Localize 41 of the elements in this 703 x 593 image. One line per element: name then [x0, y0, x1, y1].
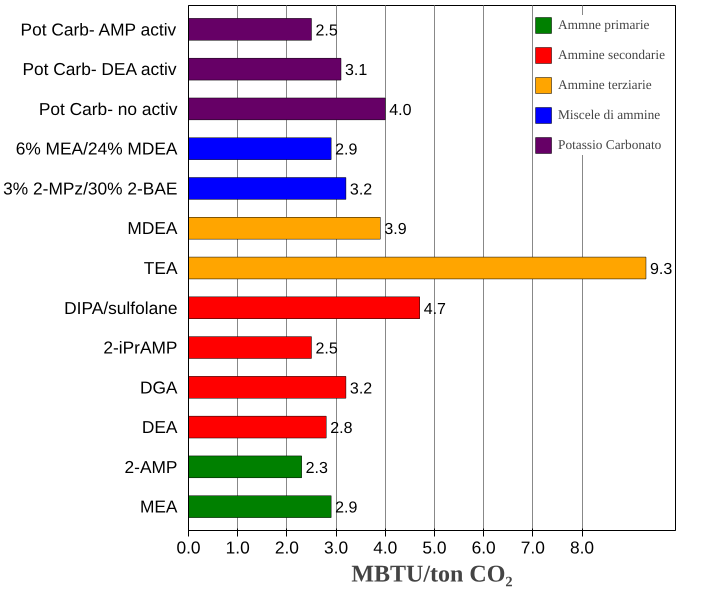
y-tick-label: Pot Carb- DEA activ [22, 59, 177, 80]
y-tick-label: TEA [144, 258, 178, 278]
text: 3.1 [344, 62, 368, 80]
text: 3.9 [384, 221, 407, 238]
y-tick-label: 2-AMP [124, 456, 178, 477]
text: 2.8 [330, 420, 352, 438]
legend-label: Potassio Carbonato [558, 137, 662, 153]
y-tick-label: 3% 2-MPz/30% 2-BAE [3, 178, 178, 198]
text: 3.2 [350, 181, 372, 198]
text: 2.9 [335, 500, 358, 517]
text: 9.3 [650, 261, 672, 278]
y-tick-label: MEA [140, 496, 178, 517]
x-tick-label: 6.0 [472, 538, 496, 558]
y-tick-label: Pot Carb- AMP activ [20, 19, 177, 40]
legend-label: Ammne primarie [558, 17, 650, 33]
x-tick-label: 2.0 [274, 538, 299, 558]
y-tick-label: Pot Carb- no activ [38, 98, 178, 119]
text: 4.7 [424, 300, 446, 318]
y-tick-label: DIPA/sulfolane [64, 298, 178, 318]
y-tick-label: DEA [142, 417, 178, 438]
y-tick-label: MDEA [127, 218, 178, 238]
x-tick-label: 8.0 [570, 538, 594, 558]
text: 3.2 [350, 380, 372, 398]
text: 4.0 [389, 102, 412, 119]
text: 2.5 [315, 22, 338, 40]
text: 2.9 [335, 142, 358, 159]
text: 2.5 [315, 340, 338, 358]
x-tick-label: 7.0 [520, 538, 545, 558]
legend-label: Miscele di ammine [558, 107, 660, 123]
x-tick-label: 5.0 [422, 538, 447, 558]
y-tick-label: 2-iPrAMP [103, 338, 178, 358]
y-tick-label: DGA [140, 377, 178, 398]
x-tick-label: 3.0 [324, 538, 348, 558]
text: 2.3 [306, 460, 328, 477]
legend-label: Ammine secondarie [558, 47, 665, 63]
x-tick-label: 1.0 [226, 538, 250, 558]
x-tick-label: 4.0 [373, 538, 398, 558]
legend-label: Ammine terziarie [558, 77, 652, 93]
x-axis-title: MBTU/ton CO₂ [351, 562, 513, 588]
y-tick-label: 6% MEA/24% MDEA [16, 138, 178, 159]
x-tick-label: 0.0 [176, 538, 201, 558]
